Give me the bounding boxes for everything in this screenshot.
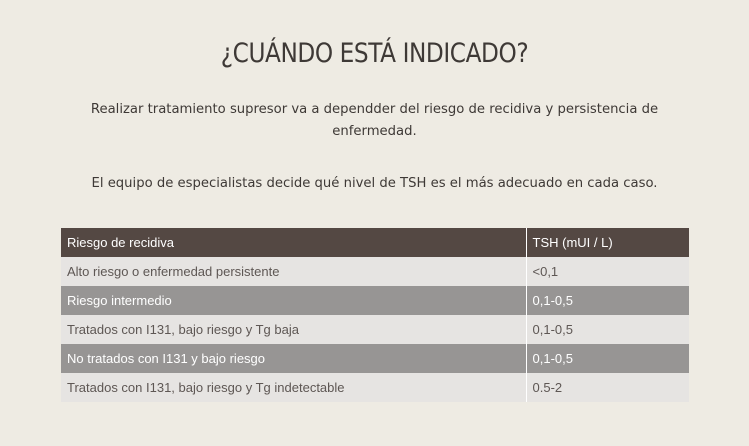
table-row: Alto riesgo o enfermedad persistente <0,… <box>61 257 689 286</box>
table-row: Tratados con I131, bajo riesgo y Tg inde… <box>61 373 689 402</box>
tsh-cell: 0,1-0,5 <box>532 322 573 337</box>
tsh-cell: <0,1 <box>532 264 559 279</box>
page-title: ¿CUÁNDO ESTÁ INDICADO? <box>220 38 529 69</box>
risk-cell: Tratados con I131, bajo riesgo y Tg baja <box>61 315 527 344</box>
risk-cell: Tratados con I131, bajo riesgo y Tg inde… <box>61 373 527 402</box>
tsh-cell: 0.5-2 <box>532 380 563 395</box>
table-row: No tratados con I131 y bajo riesgo 0,1-0… <box>61 344 689 373</box>
tsh-table: Riesgo de recidiva TSH (mUI / L) Alto ri… <box>61 228 689 402</box>
tsh-cell: 0,1-0,5 <box>532 293 573 308</box>
table-row: Riesgo intermedio 0,1-0,5 <box>61 286 689 315</box>
header-risk: Riesgo de recidiva <box>61 228 527 257</box>
table-header-row: Riesgo de recidiva TSH (mUI / L) <box>61 228 689 257</box>
header-tsh: TSH (mUI / L) <box>532 235 613 250</box>
risk-cell: No tratados con I131 y bajo riesgo <box>61 344 527 373</box>
specialists-paragraph: El equipo de especialistas decide qué ni… <box>91 176 658 191</box>
risk-cell: Alto riesgo o enfermedad persistente <box>61 257 527 286</box>
table-row: Tratados con I131, bajo riesgo y Tg baja… <box>61 315 689 344</box>
risk-cell: Riesgo intermedio <box>61 286 527 315</box>
tsh-cell: 0,1-0,5 <box>532 351 573 366</box>
intro-paragraph: Realizar tratamiento supresor va a depen… <box>90 102 659 139</box>
